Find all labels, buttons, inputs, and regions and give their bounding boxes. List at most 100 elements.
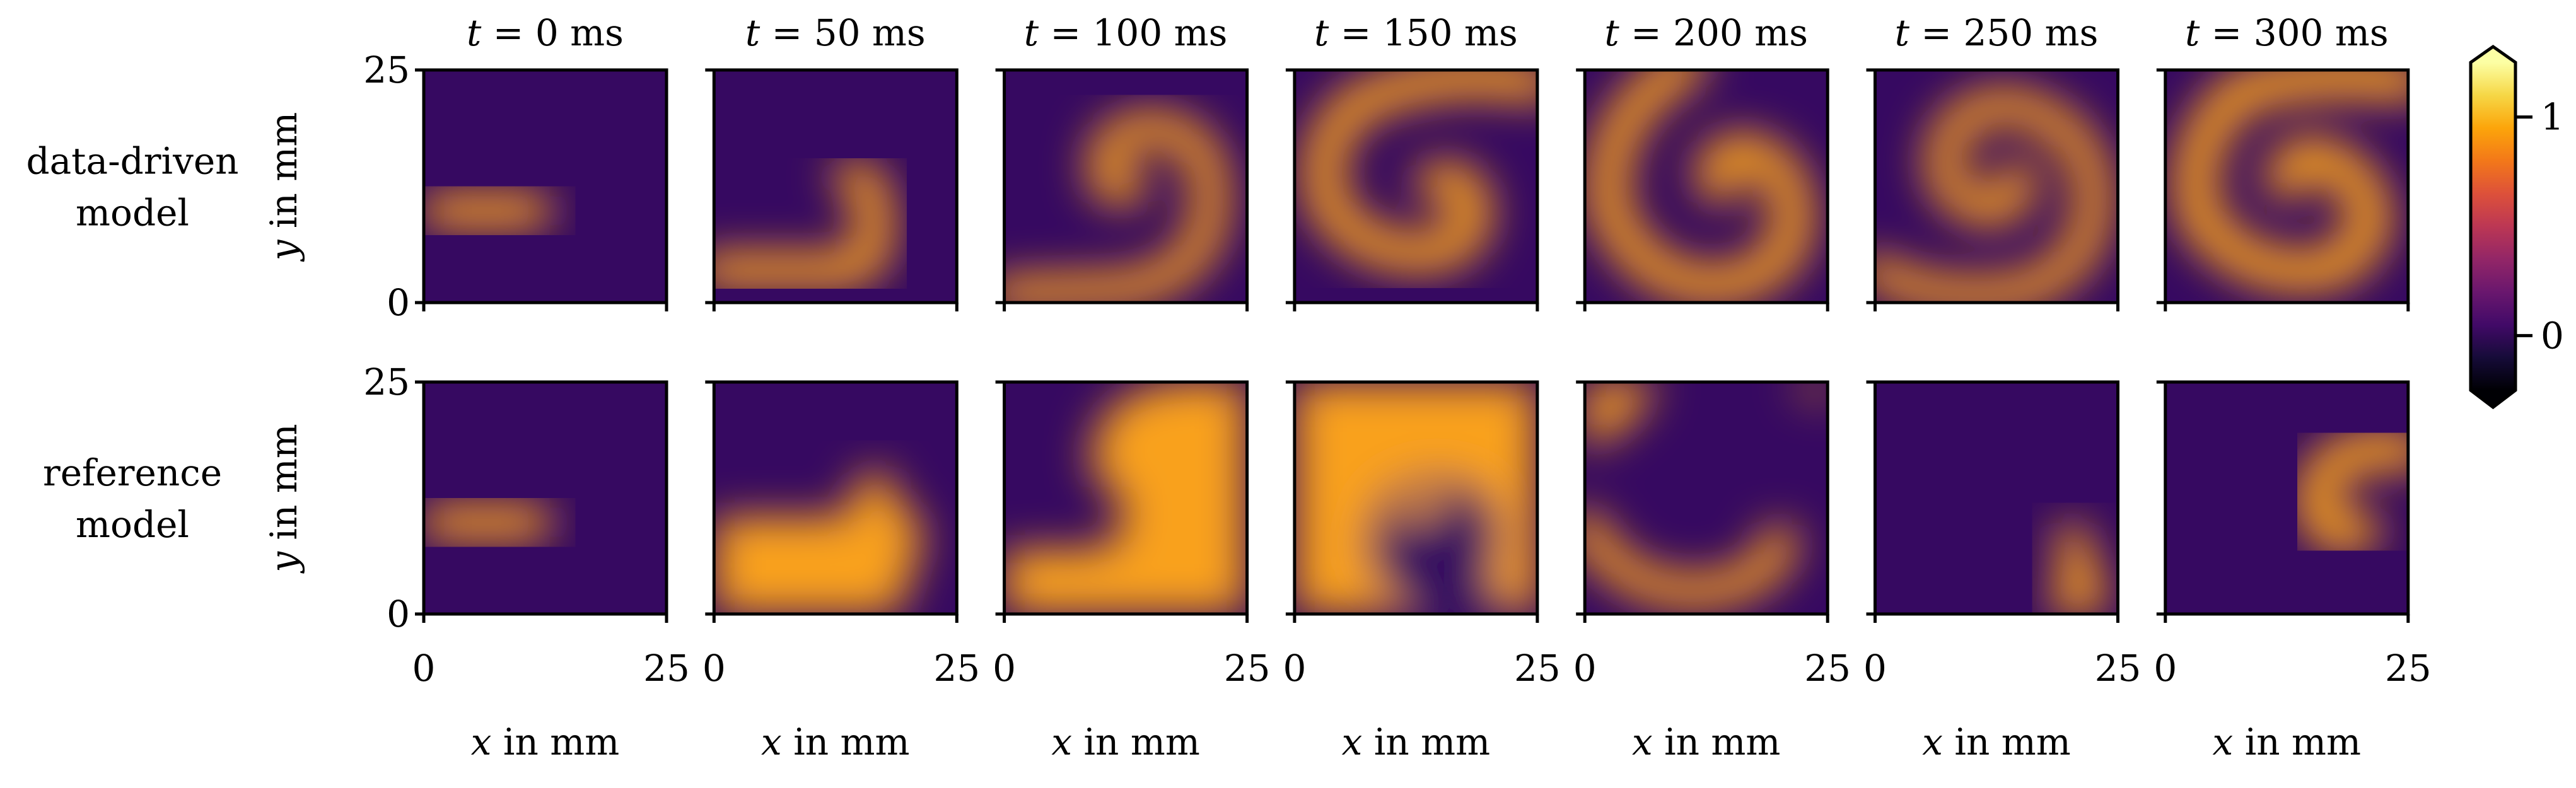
x-tick-label-part: 0 xyxy=(412,647,436,690)
x-tick-label: 25 xyxy=(643,647,690,690)
field xyxy=(1294,70,1537,303)
x-axis-label: x in mm xyxy=(2213,721,2362,763)
y-tick-label: 25 xyxy=(363,49,410,91)
y-axis-label-part: in mm xyxy=(262,112,305,240)
x-tick-label-part: 25 xyxy=(1514,647,1561,690)
heatmap-panel xyxy=(995,68,1249,311)
field-background xyxy=(424,382,667,614)
field-shapes xyxy=(714,159,893,288)
panel-frame xyxy=(1583,380,1829,616)
panel-title-part: ms xyxy=(861,11,926,54)
heatmap-panel xyxy=(1576,380,1829,623)
y-tick-label: 0 xyxy=(387,281,410,324)
x-tick-label: 25 xyxy=(2385,647,2432,690)
x-tick-label-part: 25 xyxy=(2095,647,2142,690)
x-axis-label-part: x xyxy=(1051,721,1072,763)
x-tick-label-part: 25 xyxy=(643,647,690,690)
x-tick-label-part: 0 xyxy=(2153,647,2177,690)
colorbar-frame xyxy=(2469,44,2517,410)
field-shapes xyxy=(1588,70,1812,303)
panel-title: t = 300 ms xyxy=(2185,11,2389,54)
panel-frame xyxy=(2164,68,2410,304)
x-axis-label-part: in mm xyxy=(1072,721,1200,763)
field-background xyxy=(2165,382,2408,614)
panel-title-part: = xyxy=(1619,11,1673,54)
panel-frame xyxy=(1874,68,2119,304)
panel-title-part: ms xyxy=(1743,11,1808,54)
x-axis-label-part: in mm xyxy=(2233,721,2361,763)
row-label-part: reference xyxy=(43,451,222,494)
panel-frame xyxy=(1293,380,1539,616)
heatmap-panel xyxy=(2156,380,2410,623)
x-axis-label: x in mm xyxy=(1051,721,1200,763)
panel-title: t = 250 ms xyxy=(1895,11,2099,54)
field-shapes xyxy=(1004,112,1228,303)
panel-title-part: 250 xyxy=(1963,11,2033,54)
x-axis-label: x in mm xyxy=(1632,721,1781,763)
x-axis-label: x in mm xyxy=(1342,721,1491,763)
colorbar-tick-label-part: 1 xyxy=(2541,96,2564,139)
y-tick-label-part: 0 xyxy=(387,593,410,635)
panel-title: t = 50 ms xyxy=(745,11,926,54)
heatmap-panel xyxy=(1285,68,1539,311)
excitation-wave xyxy=(1585,509,1797,608)
excitation-region xyxy=(2045,521,2109,614)
excitation-region xyxy=(714,469,921,614)
panel-title-part: 300 xyxy=(2254,11,2324,54)
field xyxy=(1585,70,1828,303)
panel-title-part: t xyxy=(1895,11,1910,54)
panel-title-part: t xyxy=(1024,11,1039,54)
x-tick-label: 0 xyxy=(993,647,1016,690)
x-axis-label-part: in mm xyxy=(491,721,619,763)
excitation-wave xyxy=(1396,490,1450,526)
row-label-part: data-driven xyxy=(26,140,238,183)
excitation-region xyxy=(1004,382,1247,614)
heatmap-panel xyxy=(705,68,959,311)
panel-title-part: 50 xyxy=(814,11,861,54)
panel-title: t = 150 ms xyxy=(1314,11,1518,54)
y-axis-label-part: in mm xyxy=(262,424,305,552)
row-label: data-driven xyxy=(26,140,238,183)
heatmap-panel xyxy=(995,380,1249,623)
excitation-wave xyxy=(1004,112,1228,303)
x-tick-label-part: 25 xyxy=(2385,647,2432,690)
field xyxy=(2165,70,2408,303)
panel-title: t = 200 ms xyxy=(1604,11,1808,54)
colorbar-extend-min xyxy=(2471,390,2515,407)
y-axis-label-part: y xyxy=(262,551,305,574)
field-shapes xyxy=(1004,382,1247,614)
panel-title-part: t xyxy=(1604,11,1619,54)
x-axis-label: x in mm xyxy=(761,721,910,763)
row-label: reference xyxy=(43,451,222,494)
x-axis-label: x in mm xyxy=(1922,721,2071,763)
field-shapes xyxy=(1303,70,1537,272)
x-axis-label: x in mm xyxy=(471,721,620,763)
field-shapes xyxy=(1294,382,1537,614)
x-tick-label-part: 0 xyxy=(1283,647,1306,690)
panel-frame xyxy=(712,68,959,304)
y-axis-label: y in mm xyxy=(262,112,305,263)
panel-title-part: 200 xyxy=(1673,11,1743,54)
panel-title-part: = xyxy=(760,11,813,54)
x-axis-label-part: in mm xyxy=(1653,721,1781,763)
field-shapes xyxy=(424,193,551,228)
field-shapes xyxy=(2174,70,2408,291)
y-tick-label-part: 25 xyxy=(363,361,410,403)
row-label: model xyxy=(76,192,189,235)
field-shapes xyxy=(1585,382,1828,608)
heatmap-panel xyxy=(2156,68,2410,311)
panel-title-part: ms xyxy=(2323,11,2388,54)
field-shapes xyxy=(2045,521,2109,614)
field-shapes xyxy=(2295,430,2408,553)
panel-title: t = 100 ms xyxy=(1024,11,1228,54)
heatmap-panel xyxy=(415,68,668,311)
row-label: model xyxy=(76,503,189,546)
x-tick-label-part: 25 xyxy=(1224,647,1271,690)
colorbar-extend-max xyxy=(2471,47,2515,62)
x-axis-label-part: x xyxy=(471,721,492,763)
heatmap-panel xyxy=(415,380,668,623)
field xyxy=(714,70,957,303)
panel-frame xyxy=(1583,68,1829,304)
x-axis-label-part: in mm xyxy=(782,721,910,763)
panel-frame xyxy=(2164,380,2410,616)
